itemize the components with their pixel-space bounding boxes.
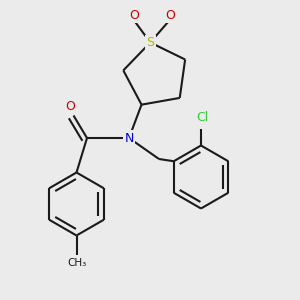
Text: Cl: Cl bbox=[196, 111, 208, 124]
Text: CH₃: CH₃ bbox=[67, 258, 86, 268]
Text: O: O bbox=[129, 9, 139, 22]
Text: S: S bbox=[146, 36, 154, 49]
Text: O: O bbox=[66, 100, 75, 113]
Text: N: N bbox=[124, 131, 134, 145]
Text: O: O bbox=[165, 9, 175, 22]
